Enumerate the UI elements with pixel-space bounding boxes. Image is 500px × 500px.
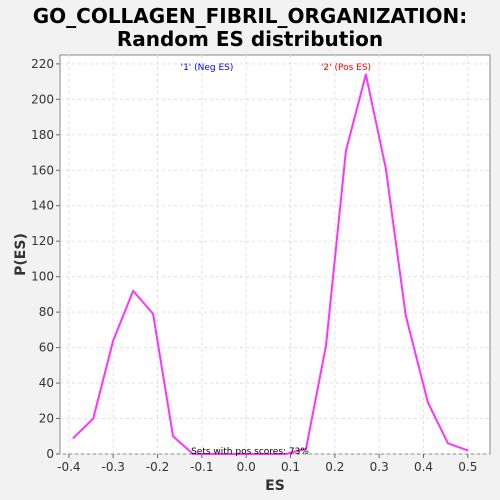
- y-tick-label: 140: [31, 199, 54, 213]
- data-point: [305, 447, 307, 450]
- chart-subtitle: Random ES distribution: [116, 27, 384, 51]
- y-tick-label: 200: [31, 92, 54, 106]
- x-tick-label: -0.1: [190, 460, 213, 474]
- x-tick-label: 0.2: [325, 460, 344, 474]
- y-tick-label: 120: [31, 234, 54, 248]
- data-point: [427, 401, 429, 404]
- data-point: [112, 339, 114, 342]
- data-point: [132, 290, 134, 292]
- data-point: [285, 453, 287, 455]
- data-point: [345, 149, 347, 152]
- y-tick-label: 220: [31, 57, 54, 71]
- y-tick-label: 180: [31, 128, 54, 142]
- data-point: [404, 314, 407, 317]
- neg-es-label: '1' (Neg ES): [181, 63, 234, 73]
- y-tick-label: 100: [31, 270, 54, 284]
- data-point: [325, 345, 327, 347]
- data-point: [92, 417, 95, 420]
- data-point: [152, 313, 154, 315]
- data-point: [447, 442, 449, 445]
- y-tick-label: 40: [39, 376, 54, 390]
- data-point: [252, 453, 254, 455]
- x-tick-label: 0.3: [370, 460, 389, 474]
- x-tick-label: 0.5: [458, 460, 477, 474]
- chart-title: GO_COLLAGEN_FIBRIL_ORGANIZATION:: [32, 4, 468, 28]
- data-point: [72, 437, 75, 439]
- data-point: [467, 449, 469, 452]
- x-tick-label: 0.4: [414, 460, 433, 474]
- y-tick-label: 20: [39, 412, 54, 426]
- data-point: [271, 453, 274, 455]
- x-tick-label: 0.1: [281, 460, 300, 474]
- x-tick-label: -0.2: [146, 460, 169, 474]
- y-tick-label: 0: [46, 447, 54, 461]
- x-axis-label: ES: [265, 478, 285, 494]
- data-point: [365, 73, 367, 76]
- pos-es-label: '2' (Pos ES): [321, 63, 371, 73]
- y-tick-label: 160: [31, 163, 54, 177]
- data-point: [232, 453, 234, 455]
- y-axis-label: P(ES): [13, 233, 29, 276]
- plot-area: [59, 54, 491, 455]
- x-tick-label: -0.3: [101, 460, 124, 474]
- data-point: [212, 453, 214, 455]
- y-tick-label: 80: [39, 305, 54, 319]
- pos-score-annotation: Sets with pos scores: 73%: [191, 447, 309, 457]
- data-point: [172, 435, 174, 438]
- y-tick-label: 60: [39, 341, 54, 355]
- data-point: [385, 167, 387, 170]
- x-tick-label: -0.4: [57, 460, 80, 474]
- x-tick-label: 0.0: [237, 460, 256, 474]
- data-point: [192, 453, 194, 455]
